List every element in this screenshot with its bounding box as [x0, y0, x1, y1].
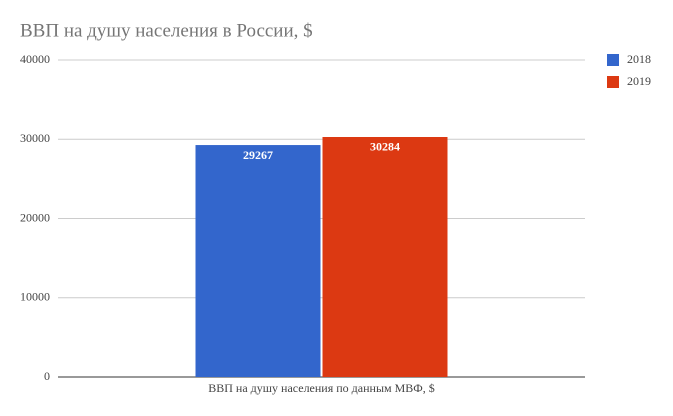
bar	[195, 145, 321, 377]
legend-swatch	[607, 54, 619, 66]
bar	[322, 136, 448, 377]
x-tick-label: ВВП на душу населения по данным МВФ, $	[208, 381, 435, 395]
y-tick-label: 0	[44, 369, 50, 383]
data-label: 29267	[243, 148, 273, 162]
y-tick-label: 30000	[20, 131, 50, 145]
y-tick-label: 10000	[20, 290, 50, 304]
legend-label: 2018	[627, 52, 651, 66]
y-tick-label: 40000	[20, 52, 50, 66]
chart-title: ВВП на душу населения в России, $	[20, 20, 313, 41]
y-tick-label: 20000	[20, 210, 50, 224]
legend-swatch	[607, 76, 619, 88]
data-label: 30284	[370, 140, 400, 154]
legend-label: 2019	[627, 74, 651, 88]
